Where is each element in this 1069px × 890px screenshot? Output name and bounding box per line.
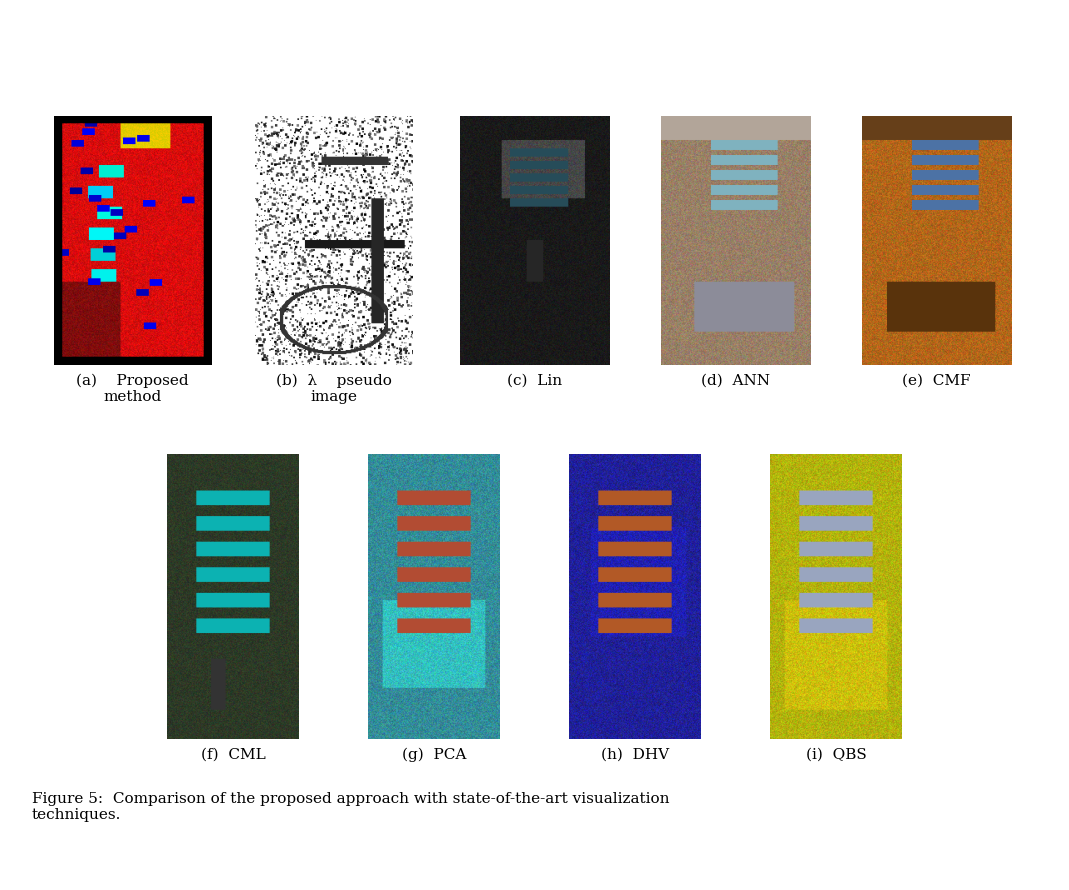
Text: (g)  PCA: (g) PCA (402, 748, 466, 762)
Text: (h)  DHV: (h) DHV (601, 748, 669, 762)
Text: (f)  CML: (f) CML (201, 748, 265, 762)
Text: (e)  CMF: (e) CMF (902, 374, 971, 388)
Text: (a)    Proposed
method: (a) Proposed method (76, 374, 189, 404)
Text: (d)  ANN: (d) ANN (701, 374, 770, 388)
Text: (b)  λ    pseudo
image: (b) λ pseudo image (276, 374, 391, 404)
Text: Figure 5:  Comparison of the proposed approach with state-of-the-art visualizati: Figure 5: Comparison of the proposed app… (32, 792, 669, 822)
Text: (i)  QBS: (i) QBS (806, 748, 866, 762)
Text: (c)  Lin: (c) Lin (507, 374, 562, 388)
